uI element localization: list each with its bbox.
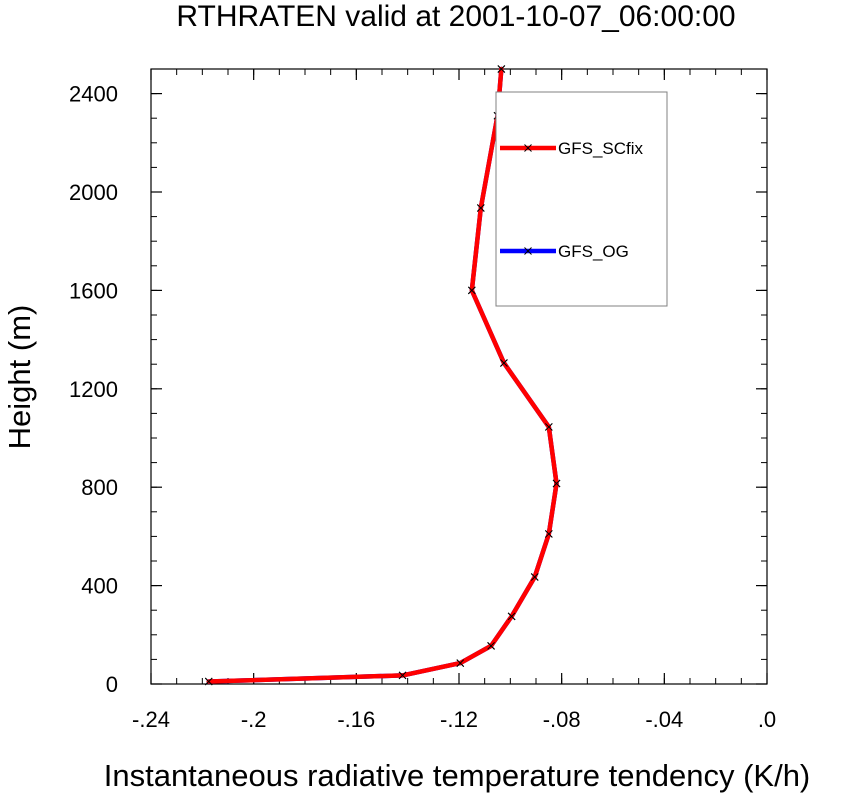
series-line-gfs-scfix (206, 66, 559, 684)
x-tick-label: -.16 (337, 707, 375, 732)
data-point-gfs-scfix (456, 659, 465, 667)
legend-marker-gfs-scfix (524, 144, 532, 152)
y-tick-label: 1600 (69, 278, 118, 303)
legend: GFS_SCfix GFS_OG (495, 91, 668, 307)
legend-label-gfs-og: GFS_OG (558, 242, 629, 261)
y-axis-label: Height (m) (2, 305, 37, 450)
data-point-gfs-scfix (487, 642, 495, 650)
y-tick-label: 800 (81, 475, 118, 500)
plot-frame (150, 68, 768, 685)
x-tick-label: -.08 (543, 707, 581, 732)
x-tick-label: -.2 (241, 707, 267, 732)
data-point-gfs-scfix (204, 677, 213, 686)
axis-ticks: -.24 -.2 -.16 -.12 -.08 -.04 .0 0 400 800 1200 1600… (69, 68, 776, 732)
data-point-gfs-scfix (530, 573, 539, 581)
data-point-gfs-scfix (476, 204, 485, 212)
data-point-gfs-scfix (544, 530, 553, 538)
x-tick-label: -.24 (132, 707, 170, 732)
y-tick-label: 0 (106, 672, 118, 697)
y-tick-label: 2000 (69, 180, 118, 205)
data-point-gfs-scfix (507, 612, 516, 621)
legend-label-gfs-scfix: GFS_SCfix (558, 139, 644, 158)
x-tick-label: .0 (758, 707, 776, 732)
data-point-gfs-scfix (552, 479, 561, 488)
data-point-gfs-scfix (500, 359, 508, 367)
series-layer (204, 65, 561, 686)
data-point-gfs-scfix (467, 286, 476, 295)
x-axis-label: Instantaneous radiative temperature tend… (104, 758, 811, 793)
chart-title: RTHRATEN valid at 2001-10-07_06:00:00 (176, 0, 735, 33)
legend-box (495, 91, 668, 307)
legend-marker-gfs-og (524, 247, 532, 255)
y-tick-label: 2400 (69, 82, 118, 107)
x-tick-label: -.04 (645, 707, 683, 732)
y-tick-label: 1200 (69, 377, 118, 402)
data-point-gfs-scfix (497, 65, 506, 73)
data-point-gfs-scfix (544, 423, 553, 431)
data-point-gfs-scfix (398, 671, 407, 680)
x-tick-label: -.12 (440, 707, 478, 732)
y-tick-label: 400 (81, 574, 118, 599)
